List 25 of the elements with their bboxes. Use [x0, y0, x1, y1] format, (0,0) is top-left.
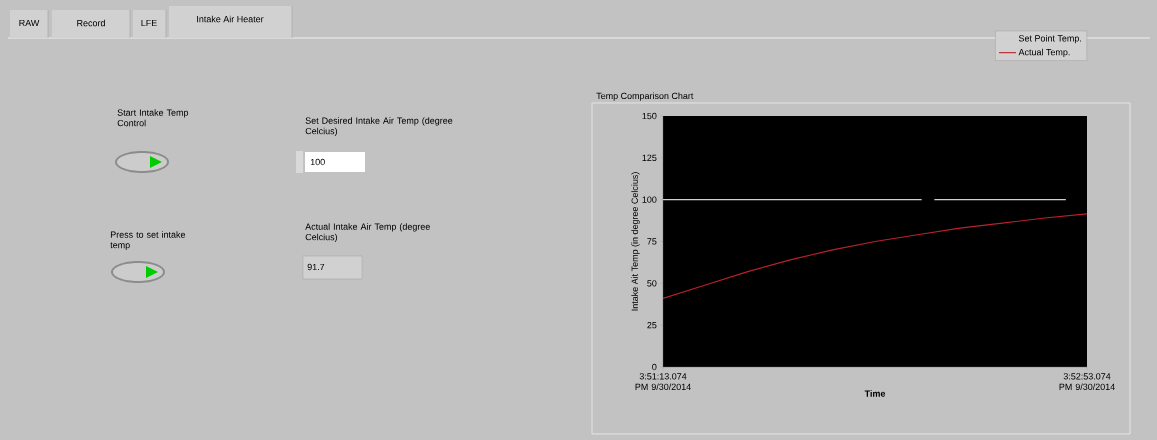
text: LFE — [141, 19, 157, 27]
text: Start Intake Temp Control — [117, 109, 189, 127]
text: 100 — [310, 158, 325, 166]
x-tick-label: 3:51:13.074 PM 9/30/2014 — [635, 373, 691, 390]
y-tick-label: 100 — [642, 196, 657, 203]
text: 91.7 — [307, 263, 325, 271]
text: Actual Intake Air Temp (degree Celcius) — [305, 223, 430, 242]
text: Intake Air Heater — [197, 15, 264, 23]
x-axis-title: Time — [864, 390, 886, 397]
text: Set Desired Intake Air Temp (degree Celcius) — [305, 117, 453, 136]
text: Press to set intake temp — [110, 231, 186, 250]
y-tick-label: 25 — [647, 321, 657, 329]
y-tick-label: 50 — [647, 280, 657, 287]
text: Set Point Temp. — [1018, 34, 1082, 44]
y-tick-label: 75 — [647, 238, 657, 245]
x-tick-label: 3:52:53.074 PM 9/30/2014 — [1059, 373, 1115, 390]
chart-title: Temp Comparison Chart — [596, 92, 694, 101]
line-series — [663, 213, 1088, 299]
y-tick-label: 150 — [642, 112, 657, 120]
y-tick-label: 0 — [652, 363, 657, 371]
text: Record — [77, 19, 105, 27]
y-axis-title: Intake Ait Temp (in degree Celcius) — [631, 172, 640, 311]
y-tick-label: 125 — [642, 154, 657, 161]
legend-label: Actual Temp. — [1018, 48, 1070, 58]
text: RAW — [19, 19, 40, 27]
